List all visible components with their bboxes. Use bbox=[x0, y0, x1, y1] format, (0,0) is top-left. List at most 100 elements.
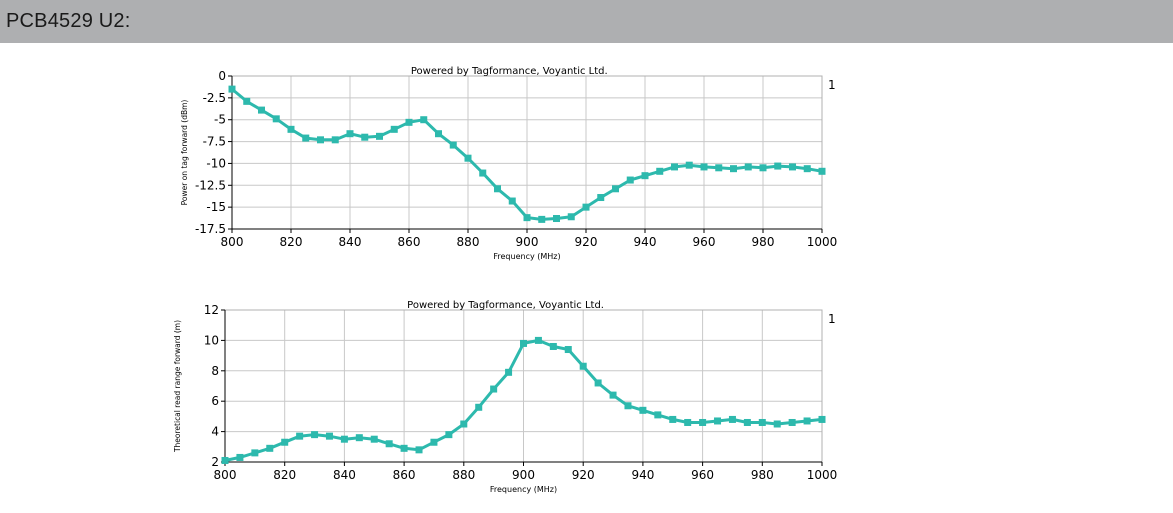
power-data-point bbox=[420, 116, 428, 124]
power-y-tick-label: -10 bbox=[206, 156, 226, 170]
power-x-tick-label: 1000 bbox=[807, 235, 838, 249]
range-grid bbox=[225, 310, 822, 462]
power-data-point bbox=[774, 162, 782, 170]
power-data-point bbox=[759, 164, 767, 172]
range-data-point bbox=[340, 435, 348, 443]
power-data-point bbox=[302, 134, 310, 142]
range-data-point bbox=[639, 406, 647, 414]
range-x-tick-label: 860 bbox=[393, 468, 416, 482]
power-y-tick-label: -15 bbox=[206, 200, 226, 214]
range-x-tick-label: 920 bbox=[572, 468, 595, 482]
power-data-point bbox=[464, 154, 472, 162]
power-data-point bbox=[376, 132, 383, 140]
range-y-tick-label: 4 bbox=[211, 425, 219, 439]
power-data-point bbox=[553, 215, 560, 223]
power-x-tick-label: 900 bbox=[516, 235, 539, 249]
range-data-point bbox=[400, 444, 408, 452]
range-data-point bbox=[236, 453, 244, 461]
range-data-point bbox=[370, 435, 378, 443]
range-data-point bbox=[520, 339, 527, 347]
power-y-tick-label: -2.5 bbox=[203, 91, 226, 105]
power-data-point bbox=[287, 125, 295, 133]
range-y-tick-label: 2 bbox=[211, 455, 219, 469]
power-data-point bbox=[567, 213, 575, 221]
power-data-point bbox=[405, 118, 413, 126]
read-range-chart-container: 12 10 8 6 4 2 800 820 840 860 880 900 920 940 960 980 10… bbox=[0, 293, 1173, 513]
power-x-tick-label: 940 bbox=[634, 235, 657, 249]
power-y-tick-label: -12.5 bbox=[195, 178, 226, 192]
power-y-tick-label: -7.5 bbox=[203, 135, 226, 149]
power-x-axis-label: Frequency (MHz) bbox=[493, 252, 560, 261]
power-data-point bbox=[730, 165, 737, 173]
range-data-point bbox=[728, 415, 736, 423]
power-data-point bbox=[243, 97, 251, 105]
power-data-point bbox=[582, 203, 590, 211]
power-data-point bbox=[656, 167, 664, 175]
power-y-tick-label: 0 bbox=[218, 69, 226, 83]
range-data-point bbox=[758, 418, 766, 426]
range-data-point bbox=[564, 346, 572, 354]
power-data-point bbox=[523, 214, 531, 222]
power-data-point bbox=[803, 165, 811, 173]
power-y-axis-label: Power on tag forward (dBm) bbox=[180, 100, 189, 206]
power-data-point bbox=[626, 176, 634, 184]
range-x-axis-label: Frequency (MHz) bbox=[490, 485, 557, 494]
range-data-point bbox=[788, 418, 796, 426]
range-y-tick-label: 8 bbox=[211, 364, 219, 378]
power-y-tick-label: -17.5 bbox=[195, 222, 226, 236]
power-chart-container: 0 -2.5 -5 -7.5 -10 -12.5 -15 -17.5 800 820 840 860 8… bbox=[0, 60, 1173, 280]
range-data-point bbox=[803, 417, 811, 425]
power-x-tick-label: 840 bbox=[339, 235, 362, 249]
range-data-point bbox=[534, 336, 542, 344]
power-data-point bbox=[671, 163, 678, 171]
range-data-point bbox=[296, 432, 304, 440]
power-x-tick-label: 980 bbox=[752, 235, 775, 249]
range-data-point bbox=[430, 438, 438, 446]
range-data-point bbox=[624, 402, 632, 410]
power-data-point bbox=[744, 163, 752, 171]
range-data-point bbox=[549, 342, 557, 350]
power-data-point bbox=[258, 106, 265, 114]
power-x-tick-label: 920 bbox=[575, 235, 598, 249]
power-data-point bbox=[346, 130, 354, 138]
range-legend-entry: 1 bbox=[828, 312, 836, 326]
power-data-point bbox=[494, 185, 501, 193]
power-data-point bbox=[449, 141, 457, 149]
range-data-point bbox=[594, 379, 602, 387]
power-data-point bbox=[390, 125, 398, 133]
range-data-point bbox=[684, 418, 692, 426]
range-data-point bbox=[355, 434, 363, 442]
power-x-tick-label: 860 bbox=[398, 235, 421, 249]
power-data-point bbox=[685, 161, 693, 169]
power-data-point bbox=[317, 136, 324, 144]
range-data-point bbox=[773, 420, 781, 428]
power-data-point bbox=[597, 194, 605, 202]
range-x-tick-label: 800 bbox=[214, 468, 237, 482]
power-grid bbox=[232, 76, 822, 229]
range-data-point bbox=[475, 403, 483, 411]
power-data-point bbox=[479, 169, 487, 177]
section-title: PCB4529 U2: bbox=[6, 10, 131, 32]
range-data-point bbox=[714, 417, 722, 425]
power-data-point bbox=[818, 167, 826, 175]
range-x-tick-label: 840 bbox=[333, 468, 356, 482]
power-legend-entry: 1 bbox=[828, 78, 836, 92]
power-title: Powered by Tagformance, Voyantic Ltd. bbox=[411, 66, 608, 77]
power-data-point bbox=[272, 115, 280, 123]
power-x-tick-label: 800 bbox=[221, 235, 244, 249]
section-header: PCB4529 U2: bbox=[0, 0, 1173, 43]
range-x-tick-label: 940 bbox=[631, 468, 654, 482]
power-x-tick-label: 820 bbox=[280, 235, 303, 249]
power-x-tick-label: 880 bbox=[457, 235, 480, 249]
power-y-tick-label: -5 bbox=[214, 113, 226, 127]
range-data-point bbox=[325, 432, 333, 440]
power-data-point bbox=[228, 85, 236, 93]
range-x-tick-label: 880 bbox=[452, 468, 475, 482]
power-data-point bbox=[508, 197, 516, 205]
power-data-point bbox=[361, 133, 369, 141]
power-data-point bbox=[715, 164, 723, 172]
range-data-point bbox=[460, 420, 468, 428]
range-data-point bbox=[818, 415, 826, 423]
